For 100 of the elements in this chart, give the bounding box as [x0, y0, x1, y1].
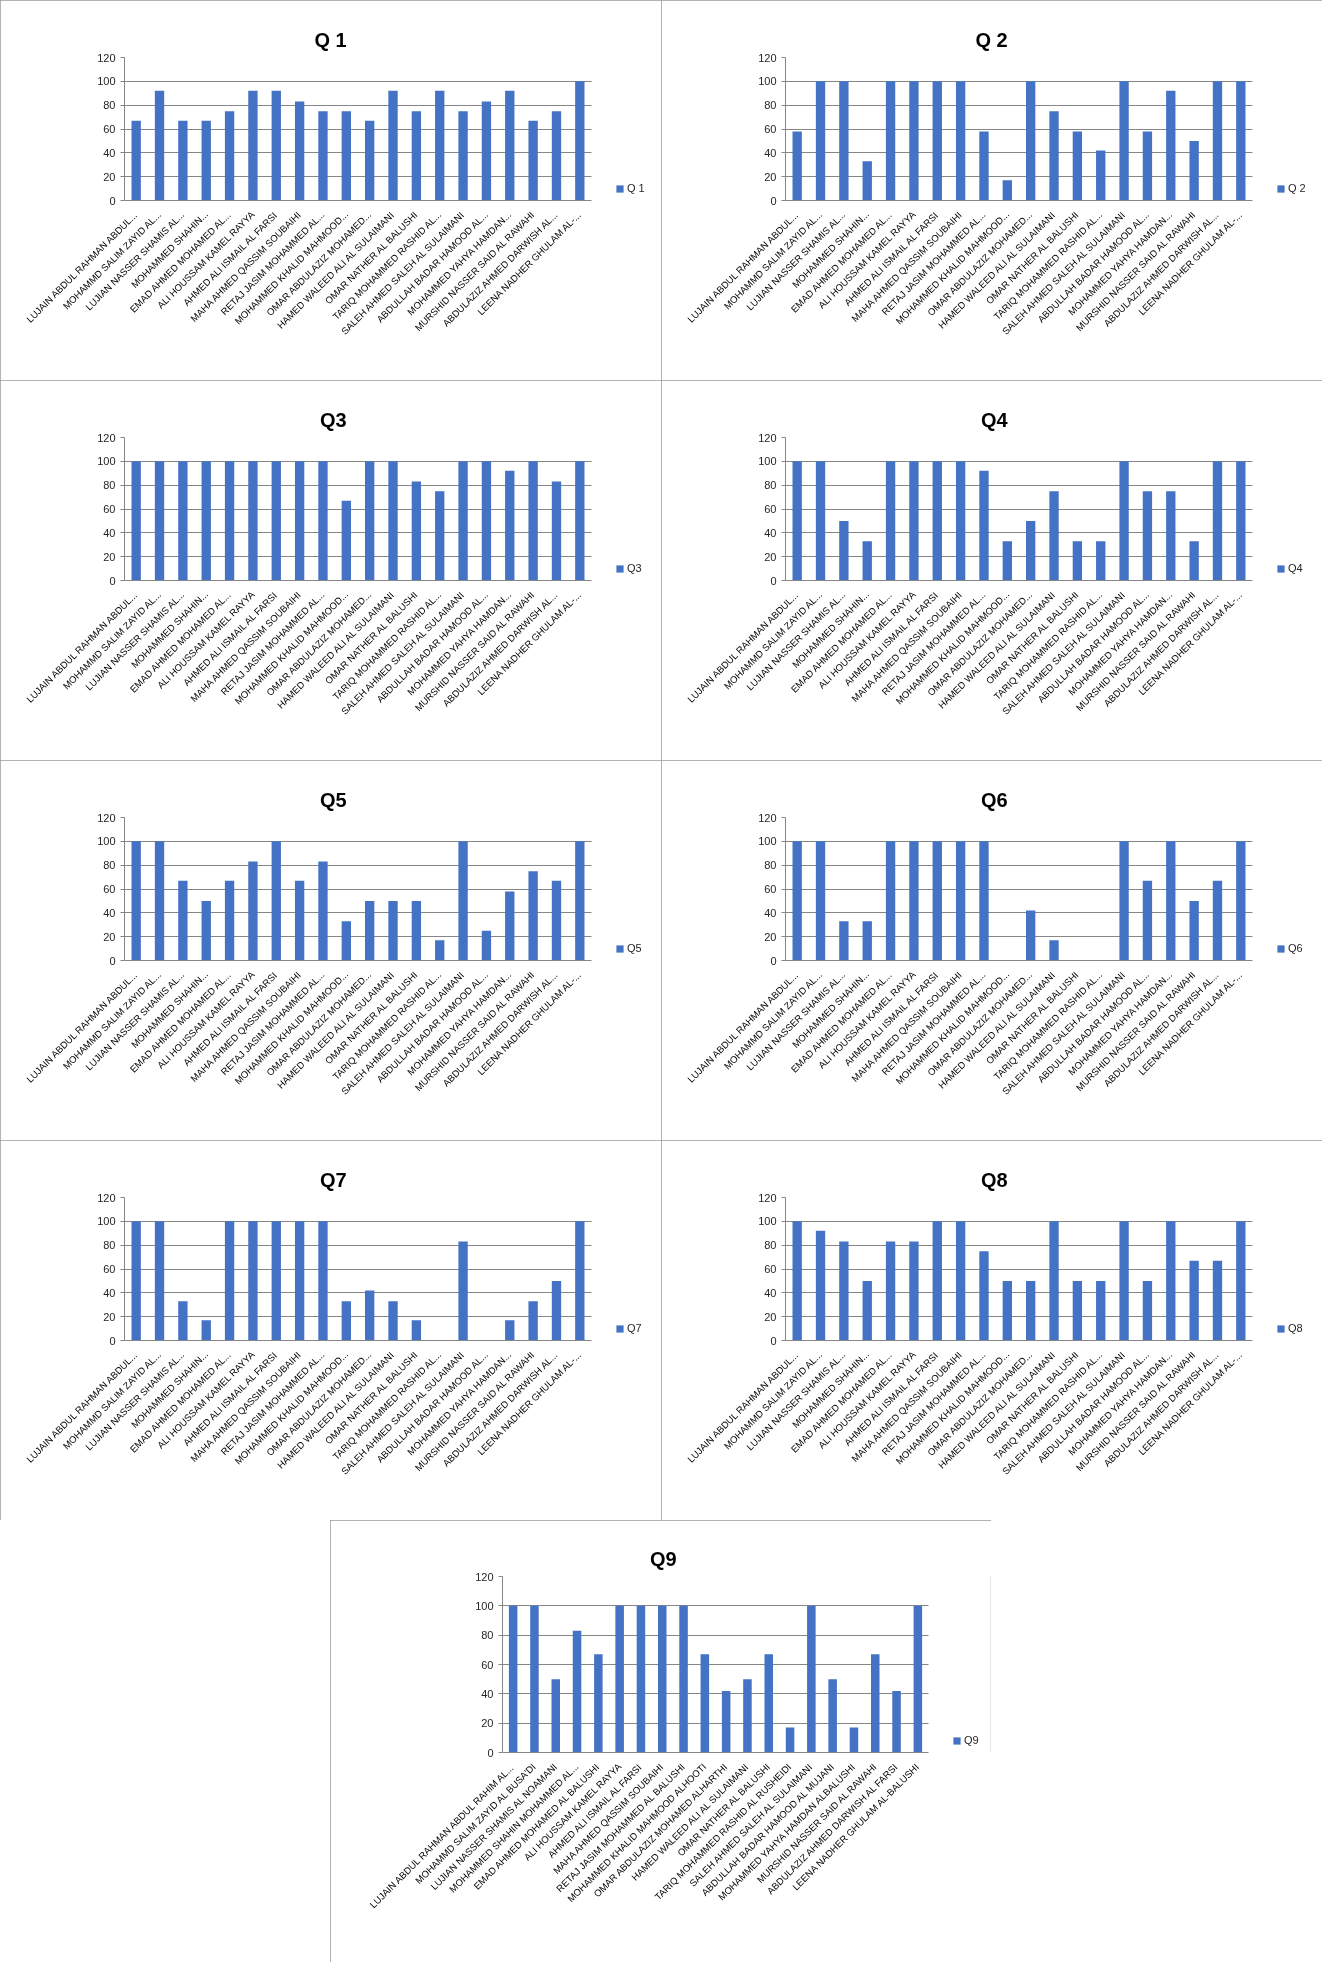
bar — [388, 90, 398, 201]
bar — [365, 1290, 375, 1341]
bar — [932, 81, 942, 201]
bar — [1072, 541, 1083, 581]
bar — [1026, 1280, 1036, 1341]
y-tick-label: 20 — [764, 550, 777, 563]
y-tick-label: 100 — [97, 1215, 116, 1228]
bar — [839, 921, 849, 961]
bar — [575, 1221, 585, 1341]
y-tick-label: 20 — [481, 1717, 494, 1730]
bar — [892, 1690, 901, 1753]
chart-title: Q6 — [981, 788, 1008, 811]
y-tick-label: 120 — [758, 811, 777, 824]
legend-label: Q7 — [627, 1322, 643, 1334]
bar — [411, 1320, 422, 1341]
bar — [1119, 1221, 1129, 1341]
y-tick-label: 40 — [481, 1687, 494, 1700]
y-tick-label: 100 — [758, 1215, 777, 1228]
bar — [885, 461, 896, 581]
bar — [551, 1280, 562, 1341]
legend-label: Q 1 — [627, 182, 646, 194]
bar — [1189, 900, 1199, 961]
y-tick-label: 60 — [481, 1658, 494, 1671]
chart-title: Q8 — [981, 1168, 1008, 1191]
bar — [528, 1301, 538, 1341]
bar — [341, 921, 351, 961]
bar — [815, 841, 826, 961]
bar — [909, 1241, 919, 1341]
bar — [870, 1654, 880, 1753]
bar — [505, 90, 515, 201]
y-tick-label: 60 — [103, 503, 116, 515]
bar — [575, 841, 585, 961]
bar — [955, 841, 966, 961]
bar — [679, 1605, 688, 1753]
bar — [1096, 150, 1106, 201]
bar — [224, 461, 235, 581]
bar — [318, 861, 328, 961]
bar — [932, 461, 942, 581]
bar — [365, 461, 375, 581]
bar — [1166, 1221, 1176, 1341]
legend-label: Q3 — [627, 562, 643, 574]
y-tick-label: 20 — [103, 550, 116, 563]
y-tick-label: 100 — [97, 75, 116, 88]
y-tick-label: 80 — [103, 99, 116, 112]
bar — [839, 81, 849, 201]
y-tick-label: 20 — [103, 930, 116, 943]
bar — [1142, 491, 1153, 581]
bar — [178, 1301, 188, 1341]
bar — [154, 90, 165, 201]
bar — [1026, 520, 1036, 581]
bar — [815, 461, 826, 581]
bar — [1142, 880, 1153, 961]
bar — [365, 120, 375, 201]
bar — [785, 1727, 795, 1753]
bar — [411, 111, 422, 201]
bar — [862, 541, 872, 581]
bar — [154, 841, 165, 961]
bar — [224, 880, 235, 961]
y-tick-label: 40 — [764, 906, 777, 919]
bar — [1119, 81, 1129, 201]
bar — [1212, 880, 1223, 961]
bar — [505, 1320, 515, 1341]
y-tick-label: 0 — [770, 954, 777, 967]
bar — [458, 841, 468, 961]
bar — [481, 101, 492, 201]
y-tick-label: 40 — [103, 526, 116, 539]
bar — [201, 1320, 211, 1341]
bar — [411, 481, 422, 581]
bar — [388, 900, 398, 961]
y-tick-label: 80 — [764, 1239, 777, 1252]
y-tick-label: 40 — [764, 146, 777, 159]
bar — [201, 120, 211, 201]
bar — [979, 470, 989, 581]
y-tick-label: 0 — [770, 194, 777, 207]
bar — [435, 491, 445, 581]
bar — [792, 461, 802, 581]
y-tick-label: 120 — [97, 811, 116, 824]
bar — [1142, 131, 1153, 201]
y-tick-label: 0 — [109, 194, 116, 207]
y-tick-label: 100 — [758, 75, 777, 88]
bar — [1236, 1221, 1246, 1341]
chart-title: Q7 — [320, 1168, 347, 1191]
legend-label: Q4 — [1288, 562, 1304, 574]
y-tick-label: 80 — [103, 859, 116, 872]
bar — [458, 1241, 468, 1341]
bar — [294, 880, 305, 961]
bar — [1166, 841, 1176, 961]
y-tick-label: 80 — [764, 479, 777, 492]
y-tick-label: 40 — [764, 526, 777, 539]
bar — [551, 1679, 561, 1753]
bar — [615, 1605, 624, 1753]
bar — [248, 461, 258, 581]
chart-title: Q 2 — [975, 28, 1008, 51]
bar — [271, 1221, 281, 1341]
bar — [178, 120, 188, 201]
bar — [388, 1301, 398, 1341]
bar — [1072, 131, 1083, 201]
bar — [528, 461, 538, 581]
y-tick-label: 60 — [764, 883, 777, 895]
bar — [271, 841, 281, 961]
